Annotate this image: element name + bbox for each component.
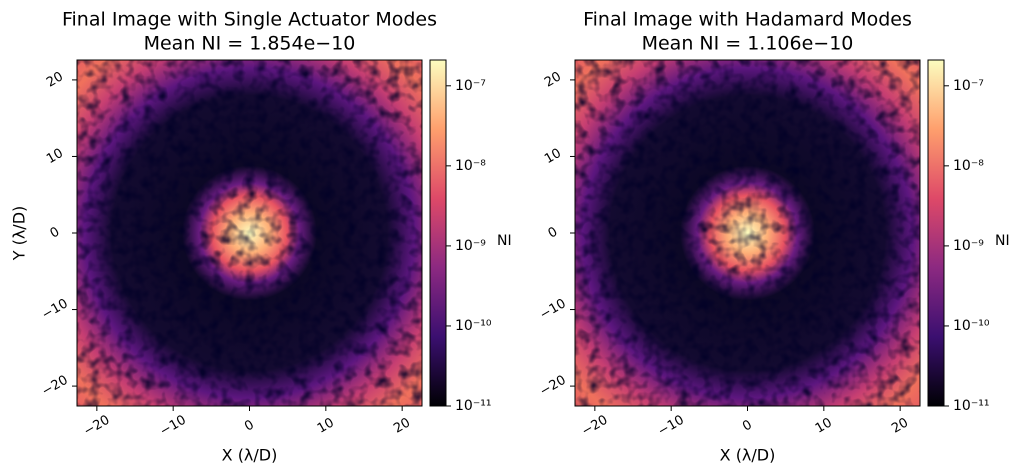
y-tick-label: 20: [44, 69, 66, 90]
colorbar-label: NI: [995, 233, 1010, 249]
x-tick-label: −20: [81, 413, 112, 440]
x-tick-label: 0: [740, 417, 755, 434]
chart-subtitle: Mean NI = 1.106e−10: [642, 33, 854, 55]
x-tick-label: 20: [391, 415, 413, 436]
x-tick-label: −10: [158, 413, 189, 440]
colorbar-tick-label: 10⁻⁸: [953, 158, 984, 174]
colorbar-tick-label: 10⁻⁹: [953, 238, 984, 254]
x-tick-label: −20: [579, 413, 610, 440]
y-tick-label: 20: [542, 69, 564, 90]
y-tick-label: 10: [44, 146, 66, 167]
colorbar-tick-label: 10⁻⁷: [455, 78, 486, 94]
y-tick-label: −10: [537, 296, 568, 323]
colorbar: [927, 59, 945, 407]
colorbar-tick-label: 10⁻⁸: [455, 158, 486, 174]
colorbar-tick-label: 10⁻⁷: [953, 78, 984, 94]
y-tick-label: 0: [546, 224, 561, 241]
heatmap-speckle: [575, 60, 920, 406]
y-tick-label: −20: [39, 373, 70, 400]
chart-title: Final Image with Hadamard Modes: [583, 9, 912, 31]
y-axis-label: Y (λ/D): [10, 206, 29, 262]
colorbar: [429, 59, 447, 407]
y-tick-label: −10: [39, 296, 70, 323]
x-tick-label: −10: [656, 413, 687, 440]
x-tick-label: 20: [889, 415, 911, 436]
colorbar-tick-label: 10⁻¹¹: [953, 398, 989, 414]
colorbar-tick-label: 10⁻¹⁰: [953, 318, 990, 334]
x-axis-label: X (λ/D): [222, 446, 278, 465]
colorbar-tick-label: 10⁻¹¹: [455, 398, 491, 414]
colorbar-tick-label: 10⁻⁹: [455, 238, 486, 254]
x-tick-label: 10: [315, 415, 337, 436]
y-tick-label: 0: [48, 224, 63, 241]
x-axis-label: X (λ/D): [720, 446, 776, 465]
y-tick-label: 10: [542, 146, 564, 167]
chart-title: Final Image with Single Actuator Modes: [62, 9, 437, 31]
colorbar-tick-label: 10⁻¹⁰: [455, 318, 492, 334]
x-tick-label: 0: [242, 417, 257, 434]
x-tick-label: 10: [813, 415, 835, 436]
chart-subtitle: Mean NI = 1.854e−10: [144, 33, 356, 55]
heatmap-speckle: [77, 60, 422, 406]
colorbar-label: NI: [497, 233, 512, 249]
y-tick-label: −20: [537, 373, 568, 400]
